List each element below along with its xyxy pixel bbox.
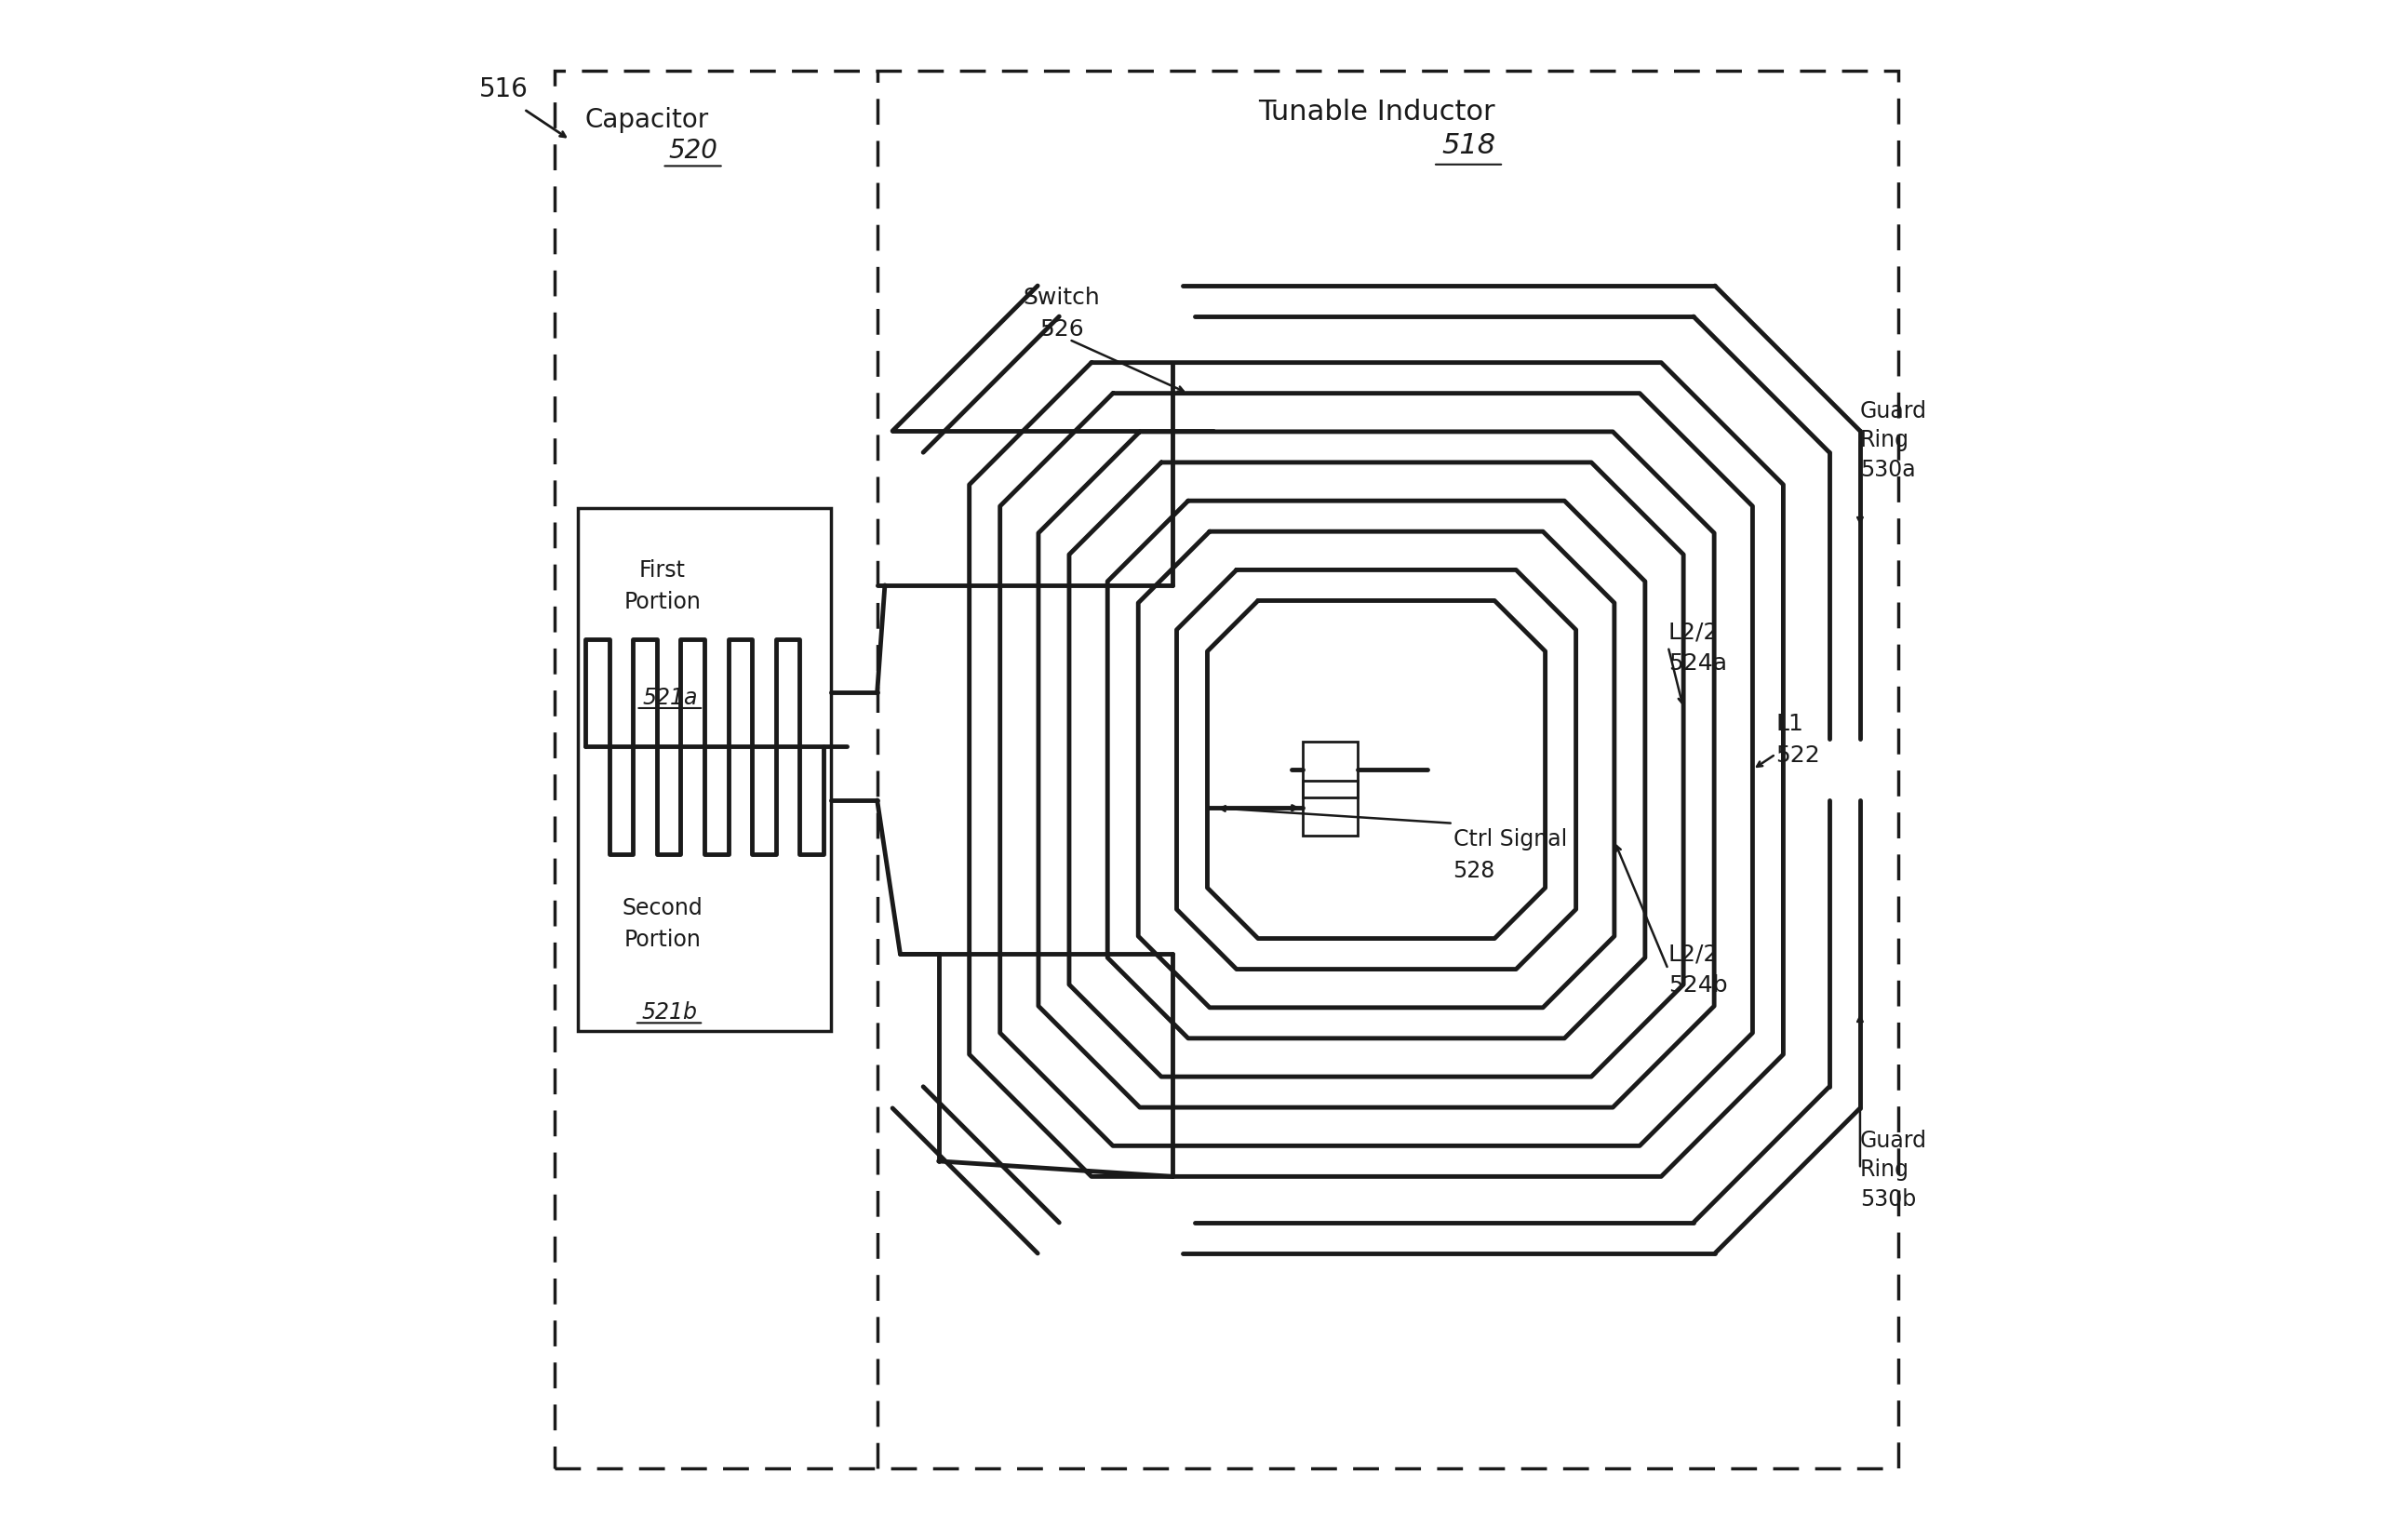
Bar — [577, 510, 832, 1030]
Bar — [1302, 742, 1359, 798]
Text: Switch
526: Switch 526 — [1023, 286, 1099, 340]
Text: Second
Portion: Second Portion — [622, 896, 703, 950]
Text: Guard
Ring
530b: Guard Ring 530b — [1860, 1129, 1926, 1209]
Bar — [1302, 781, 1359, 836]
Text: 516: 516 — [479, 77, 529, 102]
Text: L1
522: L1 522 — [1776, 713, 1819, 765]
Text: First
Portion: First Portion — [625, 559, 701, 613]
Text: 520: 520 — [668, 137, 718, 163]
Text: L2/2
524b: L2/2 524b — [1669, 942, 1728, 996]
Text: 518: 518 — [1442, 132, 1495, 159]
Text: 521a: 521a — [641, 687, 699, 708]
Text: Tunable Inductor: Tunable Inductor — [1259, 99, 1495, 125]
Text: Ctrl Signal
528: Ctrl Signal 528 — [1454, 827, 1566, 881]
Text: L2/2
524a: L2/2 524a — [1669, 621, 1726, 675]
Text: 521b: 521b — [641, 1001, 699, 1023]
Text: Guard
Ring
530a: Guard Ring 530a — [1860, 399, 1926, 480]
Text: Capacitor: Capacitor — [584, 106, 708, 132]
